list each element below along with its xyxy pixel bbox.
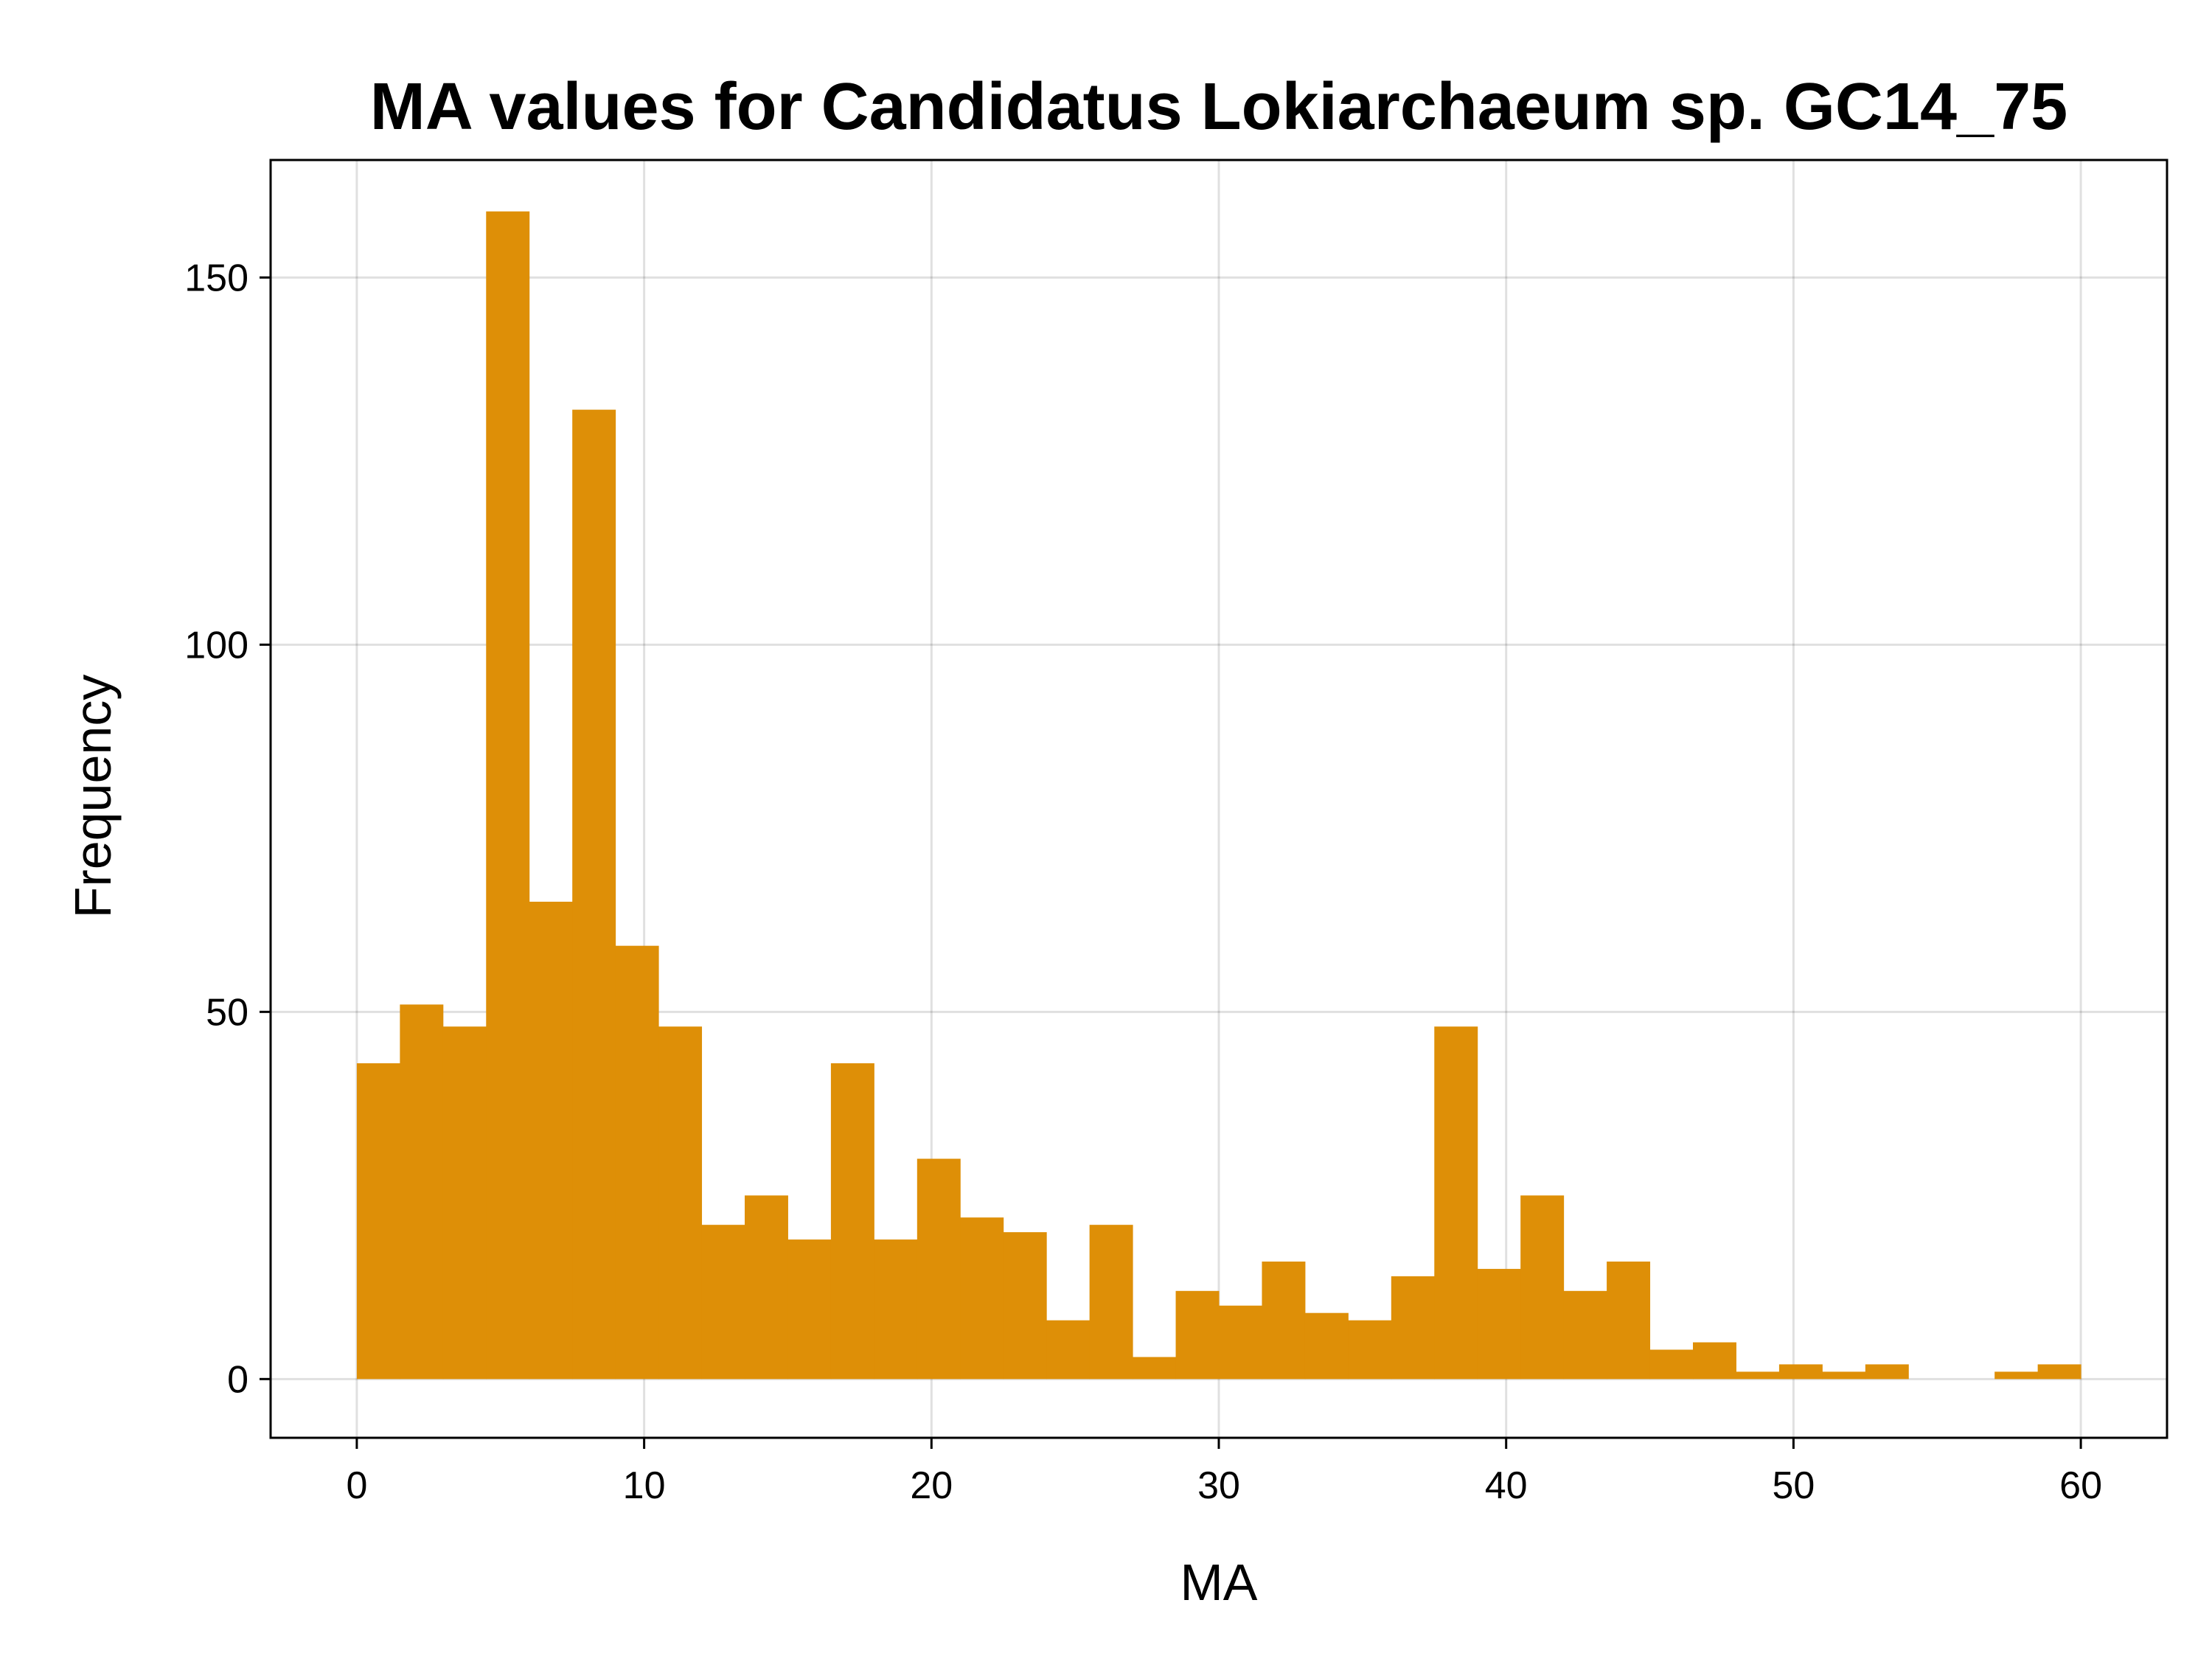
histogram-bar xyxy=(2037,1364,2081,1380)
x-tick-label: 0 xyxy=(346,1464,367,1507)
histogram-bar xyxy=(1563,1290,1607,1380)
histogram-bar xyxy=(400,1004,444,1380)
histogram-bar xyxy=(1348,1320,1392,1380)
histogram-bar xyxy=(658,1026,703,1380)
y-tick-label: 100 xyxy=(184,624,248,667)
histogram-bar xyxy=(615,945,659,1380)
x-axis-label: MA xyxy=(1180,1554,1258,1611)
histogram-bar xyxy=(1865,1364,1909,1380)
histogram-bar xyxy=(874,1239,918,1380)
histogram-bar xyxy=(1607,1261,1651,1380)
x-tick-label: 60 xyxy=(2059,1464,2102,1507)
x-tick-label: 20 xyxy=(910,1464,953,1507)
histogram-bar xyxy=(1175,1290,1220,1380)
histogram-bar xyxy=(1046,1320,1091,1380)
histogram-bar xyxy=(1003,1232,1047,1380)
x-tick-label: 40 xyxy=(1485,1464,1528,1507)
histogram-bar xyxy=(1391,1276,1435,1380)
histogram-bar xyxy=(1434,1026,1478,1380)
histogram-bar xyxy=(1693,1342,1736,1380)
y-tick-label: 0 xyxy=(227,1358,248,1401)
histogram-bar xyxy=(1219,1305,1262,1380)
histogram-bar xyxy=(442,1026,487,1380)
histogram-bar xyxy=(1304,1312,1349,1380)
x-tick-label: 10 xyxy=(623,1464,666,1507)
histogram-bar xyxy=(1649,1349,1694,1380)
y-axis-label: Frequency xyxy=(64,675,122,919)
histogram-bar xyxy=(1822,1371,1866,1380)
histogram-bar xyxy=(1477,1268,1521,1380)
y-tick-label: 50 xyxy=(206,991,248,1034)
histogram-bar xyxy=(572,409,616,1380)
chart-title: MA values for Candidatus Lokiarchaeum sp… xyxy=(370,70,2067,144)
x-tick-label: 50 xyxy=(1772,1464,1815,1507)
histogram-bar xyxy=(1736,1371,1780,1380)
histogram-bar xyxy=(701,1225,745,1380)
y-tick-label: 150 xyxy=(184,257,248,299)
axis-ticks: 0 10 20 30 40 50 60 0 50 100 150 xyxy=(184,257,2102,1507)
histogram-bar xyxy=(917,1158,961,1380)
histogram-bar xyxy=(745,1195,788,1380)
histogram-bar xyxy=(1262,1261,1306,1380)
histogram-bar xyxy=(1089,1225,1133,1380)
histogram-bar xyxy=(1520,1195,1565,1380)
histogram-bars xyxy=(356,211,2081,1380)
x-tick-label: 30 xyxy=(1197,1464,1240,1507)
histogram-bar xyxy=(486,211,530,1380)
histogram-bar xyxy=(1778,1364,1823,1380)
histogram-bar xyxy=(1994,1371,2039,1380)
histogram-bar xyxy=(787,1239,832,1380)
histogram-bar xyxy=(830,1063,874,1380)
histogram-bar xyxy=(1133,1357,1177,1380)
histogram-bar xyxy=(356,1063,400,1380)
grid-lines xyxy=(271,160,2167,1438)
histogram-bar xyxy=(960,1217,1004,1380)
histogram-bar xyxy=(529,901,573,1380)
